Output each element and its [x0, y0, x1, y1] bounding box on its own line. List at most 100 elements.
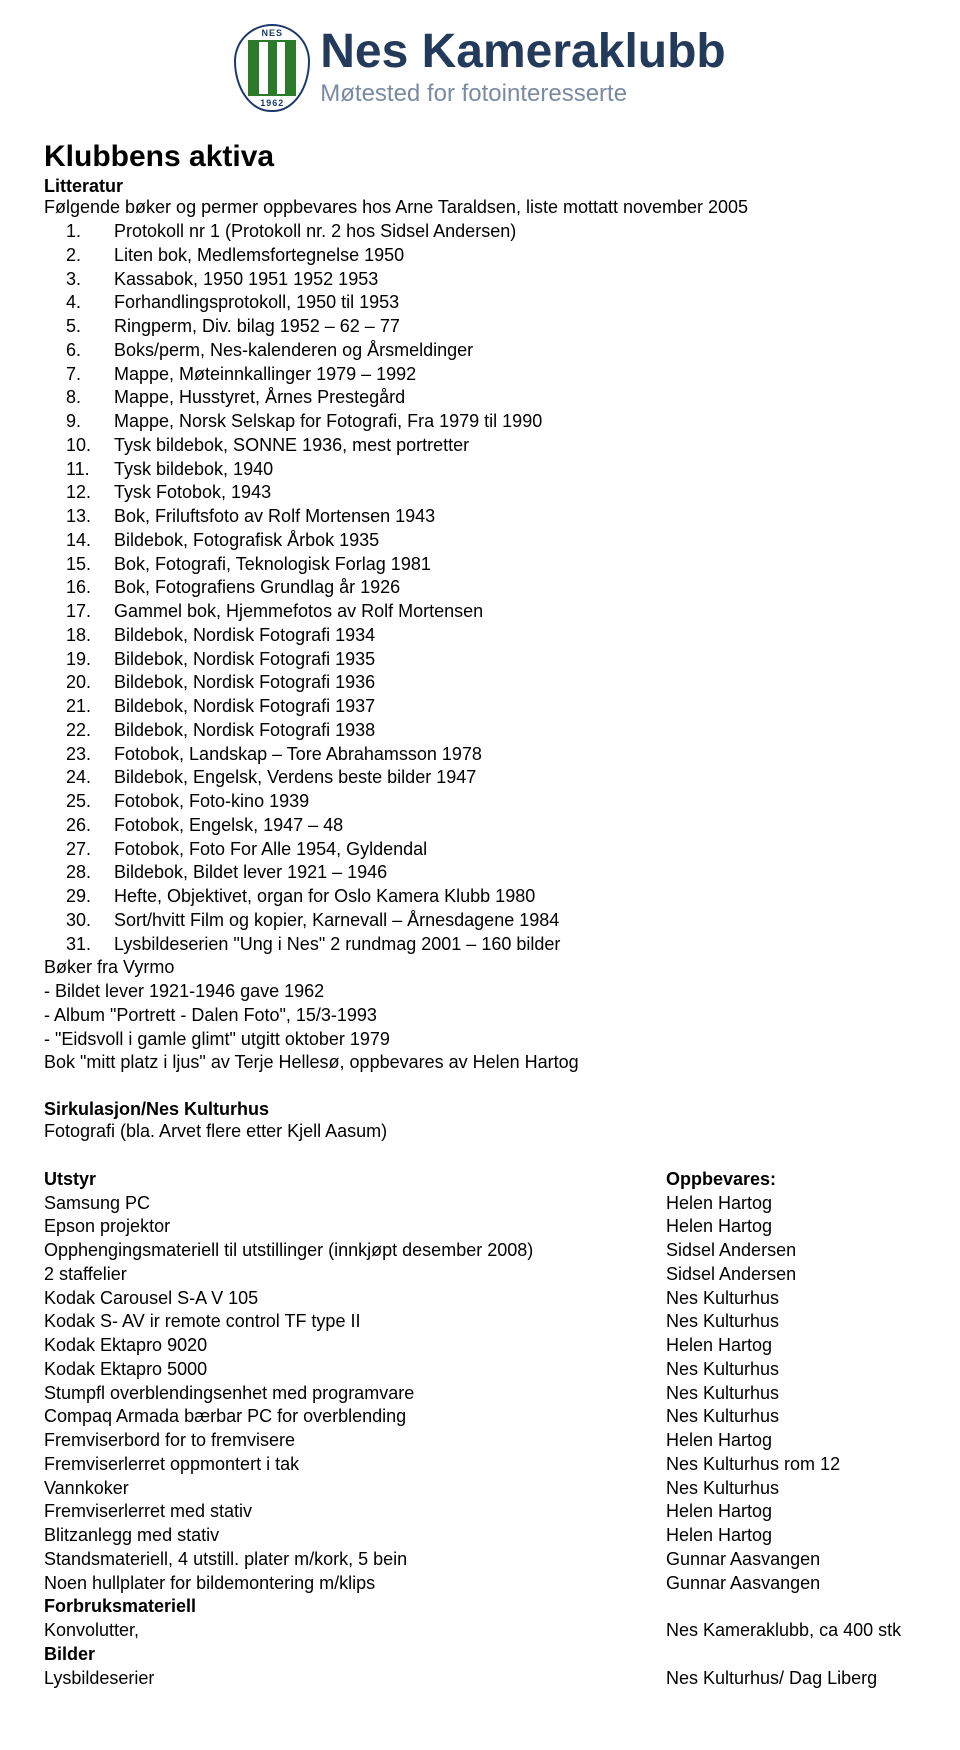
vyrmo-heading: Bøker fra Vyrmo: [44, 956, 916, 980]
page-title: Klubbens aktiva: [44, 140, 916, 174]
vyrmo-block: Bøker fra Vyrmo - Bildet lever 1921-1946…: [44, 956, 916, 1075]
literature-item: 21.Bildebok, Nordisk Fotografi 1937: [44, 695, 916, 719]
list-text: Mappe, Husstyret, Årnes Prestegård: [114, 386, 405, 410]
list-number: 21.: [44, 695, 114, 719]
equipment-item: Fremviserlerret oppmontert i tak: [44, 1453, 626, 1477]
equipment-item: Stumpfl overblendingsenhet med programva…: [44, 1382, 626, 1406]
list-text: Fotobok, Engelsk, 1947 – 48: [114, 814, 343, 838]
literature-item: 27.Fotobok, Foto For Alle 1954, Gyldenda…: [44, 838, 916, 862]
list-text: Tysk bildebok, 1940: [114, 458, 273, 482]
equipment-location: Nes Kulturhus/ Dag Liberg: [666, 1667, 916, 1691]
list-number: 11.: [44, 458, 114, 482]
literature-item: 2.Liten bok, Medlemsfortegnelse 1950: [44, 244, 916, 268]
list-text: Tysk Fotobok, 1943: [114, 481, 271, 505]
equipment-location: Helen Hartog: [666, 1215, 916, 1239]
equipment-item: 2 staffelier: [44, 1263, 626, 1287]
list-text: Bildebok, Nordisk Fotografi 1935: [114, 648, 375, 672]
equipment-item: Blitzanlegg med stativ: [44, 1524, 626, 1548]
list-number: 30.: [44, 909, 114, 933]
list-number: 4.: [44, 291, 114, 315]
literature-item: 30.Sort/hvitt Film og kopier, Karnevall …: [44, 909, 916, 933]
list-text: Mappe, Møteinnkallinger 1979 – 1992: [114, 363, 416, 387]
equipment-item: Kodak Ektapro 5000: [44, 1358, 626, 1382]
equipment-location: Nes Kulturhus: [666, 1287, 916, 1311]
brand-header: NES 1962 Nes Kameraklubb Møtested for fo…: [44, 24, 916, 112]
equipment-location: Gunnar Aasvangen: [666, 1548, 916, 1572]
equipment-location: Helen Hartog: [666, 1429, 916, 1453]
literature-item: 31.Lysbildeserien "Ung i Nes" 2 rundmag …: [44, 933, 916, 957]
equipment-item: Vannkoker: [44, 1477, 626, 1501]
literature-item: 19.Bildebok, Nordisk Fotografi 1935: [44, 648, 916, 672]
list-number: 8.: [44, 386, 114, 410]
equipment-item: Kodak Carousel S-A V 105: [44, 1287, 626, 1311]
list-number: 18.: [44, 624, 114, 648]
literature-item: 26.Fotobok, Engelsk, 1947 – 48: [44, 814, 916, 838]
brand-title: Nes Kameraklubb: [320, 28, 726, 76]
list-number: 14.: [44, 529, 114, 553]
list-number: 2.: [44, 244, 114, 268]
literature-item: 3.Kassabok, 1950 1951 1952 1953: [44, 268, 916, 292]
literature-item: 10.Tysk bildebok, SONNE 1936, mest portr…: [44, 434, 916, 458]
literature-item: 7.Mappe, Møteinnkallinger 1979 – 1992: [44, 363, 916, 387]
club-emblem: NES 1962: [234, 24, 310, 112]
literature-item: 23.Fotobok, Landskap – Tore Abrahamsson …: [44, 743, 916, 767]
list-text: Kassabok, 1950 1951 1952 1953: [114, 268, 378, 292]
equipment-item: Epson projektor: [44, 1215, 626, 1239]
literature-list: 1.Protokoll nr 1 (Protokoll nr. 2 hos Si…: [44, 220, 916, 956]
equipment-location: Nes Kulturhus: [666, 1382, 916, 1406]
literature-item: 4.Forhandlingsprotokoll, 1950 til 1953: [44, 291, 916, 315]
list-text: Ringperm, Div. bilag 1952 – 62 – 77: [114, 315, 400, 339]
equipment-location: Nes Kulturhus: [666, 1405, 916, 1429]
list-number: 22.: [44, 719, 114, 743]
list-text: Bildebok, Nordisk Fotografi 1936: [114, 671, 375, 695]
equipment-location: Helen Hartog: [666, 1500, 916, 1524]
list-number: 5.: [44, 315, 114, 339]
emblem-text-top: NES: [236, 28, 308, 38]
list-number: 9.: [44, 410, 114, 434]
literature-item: 14.Bildebok, Fotografisk Årbok 1935: [44, 529, 916, 553]
list-text: Hefte, Objektivet, organ for Oslo Kamera…: [114, 885, 535, 909]
brand-text: Nes Kameraklubb Møtested for fotointeres…: [320, 28, 726, 108]
list-text: Forhandlingsprotokoll, 1950 til 1953: [114, 291, 399, 315]
literature-item: 29.Hefte, Objektivet, organ for Oslo Kam…: [44, 885, 916, 909]
literature-item: 16.Bok, Fotografiens Grundlag år 1926: [44, 576, 916, 600]
stored-at-heading: Oppbevares:: [666, 1168, 916, 1192]
list-number: 13.: [44, 505, 114, 529]
equipment-item: Lysbildeserier: [44, 1667, 626, 1691]
literature-intro: Følgende bøker og permer oppbevares hos …: [44, 197, 916, 218]
equipment-item: Compaq Armada bærbar PC for overblending: [44, 1405, 626, 1429]
equipment-location: Nes Kulturhus: [666, 1358, 916, 1382]
equipment-location: Helen Hartog: [666, 1192, 916, 1216]
list-number: 26.: [44, 814, 114, 838]
list-number: 10.: [44, 434, 114, 458]
equipment-location: Nes Kulturhus rom 12: [666, 1453, 916, 1477]
literature-item: 22.Bildebok, Nordisk Fotografi 1938: [44, 719, 916, 743]
list-text: Tysk bildebok, SONNE 1936, mest portrett…: [114, 434, 469, 458]
sirkulasjon-heading: Sirkulasjon/Nes Kulturhus: [44, 1099, 916, 1120]
equipment-item: Kodak Ektapro 9020: [44, 1334, 626, 1358]
list-number: 3.: [44, 268, 114, 292]
equipment-item: Fremviserbord for to fremvisere: [44, 1429, 626, 1453]
list-text: Gammel bok, Hjemmefotos av Rolf Mortense…: [114, 600, 483, 624]
list-text: Bok, Friluftsfoto av Rolf Mortensen 1943: [114, 505, 435, 529]
list-text: Bildebok, Nordisk Fotografi 1938: [114, 719, 375, 743]
vyrmo-line: - "Eidsvoll i gamle glimt" utgitt oktobe…: [44, 1028, 916, 1052]
extra-book-line: Bok "mitt platz i ljus" av Terje Hellesø…: [44, 1051, 916, 1075]
literature-item: 6.Boks/perm, Nes-kalenderen og Årsmeldin…: [44, 339, 916, 363]
literature-item: 12.Tysk Fotobok, 1943: [44, 481, 916, 505]
literature-item: 15.Bok, Fotografi, Teknologisk Forlag 19…: [44, 553, 916, 577]
list-text: Bildebok, Nordisk Fotografi 1937: [114, 695, 375, 719]
vyrmo-line: - Bildet lever 1921-1946 gave 1962: [44, 980, 916, 1004]
literature-item: 11.Tysk bildebok, 1940: [44, 458, 916, 482]
equipment-item: Fremviserlerret med stativ: [44, 1500, 626, 1524]
list-number: 6.: [44, 339, 114, 363]
list-number: 24.: [44, 766, 114, 790]
equipment-item: Konvolutter,: [44, 1619, 626, 1643]
list-text: Bildebok, Nordisk Fotografi 1934: [114, 624, 375, 648]
list-text: Protokoll nr 1 (Protokoll nr. 2 hos Sids…: [114, 220, 516, 244]
list-text: Liten bok, Medlemsfortegnelse 1950: [114, 244, 404, 268]
equipment-location: Helen Hartog: [666, 1524, 916, 1548]
list-text: Bok, Fotografi, Teknologisk Forlag 1981: [114, 553, 431, 577]
literature-item: 28.Bildebok, Bildet lever 1921 – 1946: [44, 861, 916, 885]
list-number: 25.: [44, 790, 114, 814]
